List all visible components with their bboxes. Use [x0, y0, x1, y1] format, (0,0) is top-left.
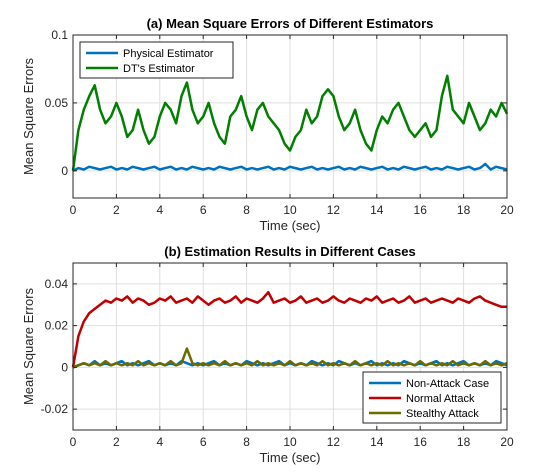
chart-b-x-tick-label: 2: [113, 435, 120, 449]
chart-b-y-tick-label: 0.02: [45, 319, 69, 333]
chart-a: 0 2 4 6 8 10 12 14 16 18 20 0 0.05 0.1 (a) Mean Square…: [21, 16, 514, 233]
chart-b-legend: Non-Attack Case Normal Attack Stealthy Att…: [362, 371, 502, 424]
chart-a-y-tick-label: 0.05: [45, 96, 69, 110]
chart-b-y-axis-label: Mean Square Errors: [21, 287, 36, 405]
chart-b-legend-label-0: Non-Attack Case: [406, 378, 489, 390]
chart-a-x-tick-label: 18: [457, 203, 471, 217]
chart-b-x-tick-label: 8: [243, 435, 250, 449]
chart-a-y-tick-label: 0: [61, 164, 68, 178]
chart-a-y-axis-label: Mean Square Errors: [21, 57, 36, 175]
chart-b-x-axis-label: Time (sec): [260, 450, 321, 465]
chart-b-x-tick-label: 4: [156, 435, 163, 449]
chart-a-x-tick-label: 12: [327, 203, 341, 217]
chart-a-series-line-0: [72, 162, 508, 172]
chart-a-legend: Physical Estimator DT's Estimator: [79, 41, 234, 79]
chart-b-x-tick-label: 12: [327, 435, 341, 449]
chart-a-x-tick-label: 10: [283, 203, 297, 217]
chart-a-legend-box: [79, 41, 234, 79]
chart-a-x-axis-label: Time (sec): [260, 218, 321, 233]
chart-b-x-tick-label: 18: [457, 435, 471, 449]
chart-a-x-tick-label: 8: [243, 203, 250, 217]
chart-b-series-line-1: [71, 290, 507, 368]
chart-a-series-line-1: [71, 74, 509, 171]
chart-b-x-tick-label: 16: [414, 435, 428, 449]
chart-a-legend-label-0: Physical Estimator: [123, 48, 214, 60]
chart-a-y-tick-label: 0.1: [51, 28, 68, 42]
chart-b-legend-label-2: Stealthy Attack: [406, 408, 479, 420]
chart-b: 0 2 4 6 8 10 12 14 16 18 20 -0.02 0 0.02 0.04 (b) Estim…: [21, 244, 514, 465]
chart-b-y-tick-label: 0.04: [45, 277, 69, 291]
chart-a-legend-label-1: DT's Estimator: [123, 63, 195, 75]
chart-a-x-tick-label: 6: [200, 203, 207, 217]
chart-b-legend-label-1: Normal Attack: [406, 393, 475, 405]
chart-b-x-tick-label: 0: [70, 435, 77, 449]
chart-b-series-line-0: [72, 359, 508, 369]
chart-b-y-tick-label: 0: [61, 360, 68, 374]
chart-a-x-tick-label: 16: [414, 203, 428, 217]
chart-a-x-tick-label: 4: [156, 203, 163, 217]
chart-b-x-tick-label: 20: [500, 435, 514, 449]
chart-a-title: (a) Mean Square Errors of Different Esti…: [147, 16, 434, 31]
chart-b-x-tick-label: 14: [370, 435, 384, 449]
chart-a-x-tick-label: 0: [70, 203, 77, 217]
chart-a-x-tick-label: 20: [500, 203, 514, 217]
chart-b-title: (b) Estimation Results in Different Case…: [164, 244, 415, 259]
chart-b-x-tick-label: 6: [200, 435, 207, 449]
chart-b-x-tick-label: 10: [283, 435, 297, 449]
chart-b-series-line-2: [72, 347, 508, 369]
chart-a-x-tick-label: 14: [370, 203, 384, 217]
chart-a-x-tick-label: 2: [113, 203, 120, 217]
chart-b-y-tick-label: -0.02: [41, 402, 69, 416]
